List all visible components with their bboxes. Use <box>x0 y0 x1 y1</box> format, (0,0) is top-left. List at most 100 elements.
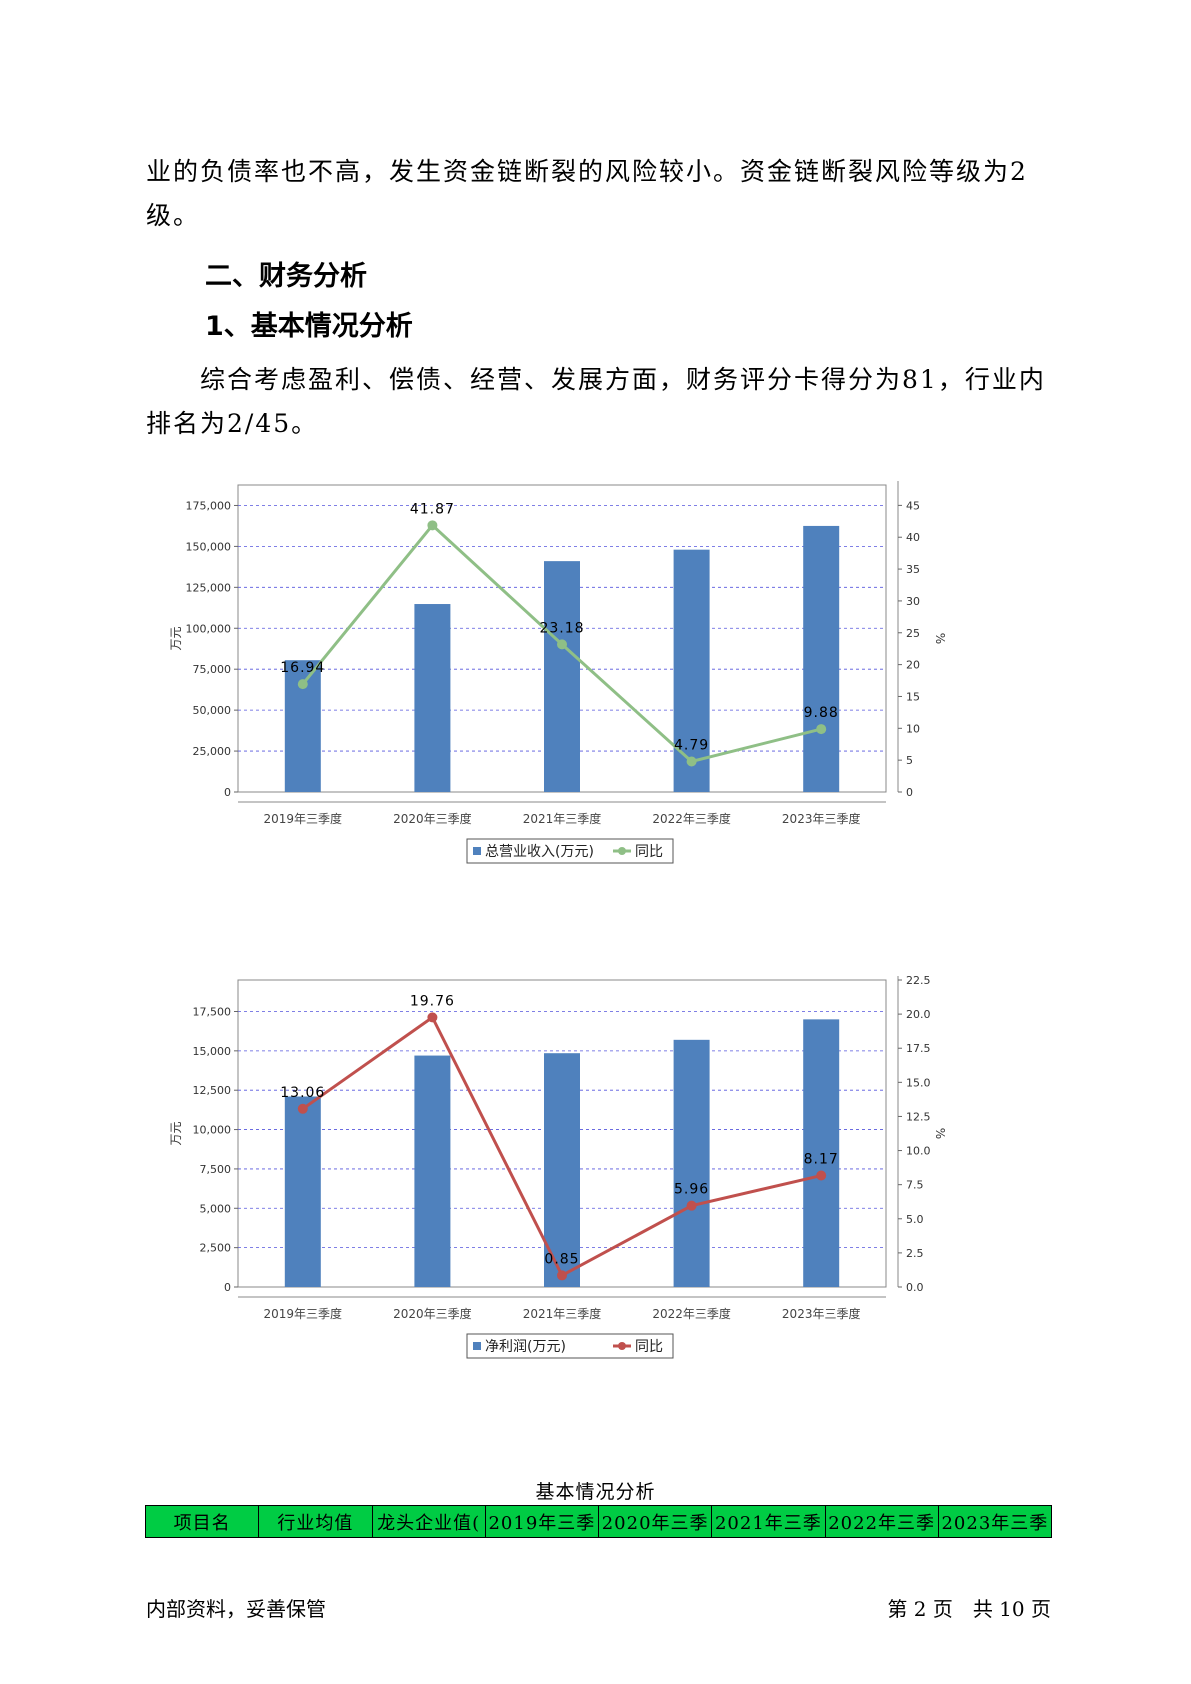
legend-bar-swatch <box>473 847 481 855</box>
header-cell-2019: 2019年三季 <box>484 1505 600 1538</box>
x-tick-label: 2022年三季度 <box>652 1306 731 1321</box>
y-tick-label: 25,000 <box>193 745 232 758</box>
legend-line-label: 同比 <box>635 844 663 860</box>
y-axis-label: 万元 <box>169 626 183 650</box>
header-cell-leader: 龙头企业值( <box>371 1505 486 1538</box>
legend-line-marker <box>618 1342 626 1350</box>
data-label: 4.79 <box>674 737 709 753</box>
data-label: 5.96 <box>674 1182 709 1198</box>
legend-box <box>466 838 674 864</box>
line-point <box>297 1103 308 1114</box>
y-tick-label: 75,000 <box>193 663 232 676</box>
y-tick-label: 175,000 <box>186 499 232 512</box>
legend-line-label: 同比 <box>635 1339 663 1355</box>
y2-tick-label: 30 <box>906 595 920 608</box>
paragraph-risk-summary: 业的负债率也不高，发生资金链断裂的风险较小。资金链断裂风险等级为2级。 <box>146 157 1028 230</box>
x-tick-label: 2023年三季度 <box>782 1306 861 1321</box>
table-title: 基本情况分析 <box>535 1481 656 1503</box>
header-cell-item: 项目名 <box>144 1505 260 1538</box>
y2-tick-label: 20 <box>906 659 920 672</box>
data-label: 23.18 <box>539 620 584 636</box>
y2-tick-label: 25 <box>906 627 920 640</box>
legend-bar-swatch <box>473 1342 481 1350</box>
bar <box>673 1039 710 1287</box>
bar <box>544 1053 580 1287</box>
line-point <box>816 724 827 735</box>
y2-tick-label: 5 <box>906 754 913 767</box>
table-header-row: 项目名 行业均值 龙头企业值( 2019年三季 2020年三季 2021年三季 … <box>144 1505 1053 1538</box>
line-point <box>686 756 697 767</box>
y2-tick-label: 2.5 <box>906 1247 924 1260</box>
y2-tick-label: 45 <box>906 499 920 512</box>
legend-box <box>466 1333 674 1359</box>
data-label: 8.17 <box>804 1152 839 1168</box>
paragraph-score-summary: 综合考虑盈利、偿债、经营、发展方面，财务评分卡得分为81，行业内排名为2/45。 <box>146 365 1046 438</box>
y-tick-label: 0 <box>224 1281 231 1294</box>
data-label: 9.88 <box>804 705 839 721</box>
footer-confidential: 内部资料，妥善保管 <box>146 1597 326 1621</box>
x-tick-label: 2020年三季度 <box>393 811 472 826</box>
y-tick-label: 17,500 <box>193 1005 232 1018</box>
header-cell-industry-avg: 行业均值 <box>258 1505 373 1538</box>
header-cell-2022: 2022年三季 <box>824 1505 939 1538</box>
x-tick-label: 2021年三季度 <box>523 811 602 826</box>
bar <box>673 549 710 792</box>
data-label: 19.76 <box>410 993 455 1009</box>
header-cell-2023: 2023年三季 <box>937 1505 1053 1538</box>
x-tick-label: 2021年三季度 <box>523 1306 602 1321</box>
bar <box>414 1055 451 1287</box>
legend-line-marker <box>618 847 626 855</box>
legend-bar-label: 净利润(万元) <box>485 1339 566 1355</box>
revenue-chart: 总营业收入025,00050,00075,000100,000125,00015… <box>169 481 947 864</box>
net-profit-chart: 净利润02,5005,0007,50010,00012,50015,00017,… <box>169 974 947 1359</box>
x-tick-label: 2020年三季度 <box>393 1306 472 1321</box>
y-tick-label: 7,500 <box>200 1163 232 1176</box>
y-tick-label: 10,000 <box>193 1124 232 1137</box>
line-point <box>297 679 308 690</box>
y-axis-label: 万元 <box>169 1121 183 1145</box>
y2-tick-label: 20.0 <box>906 1008 931 1021</box>
bar <box>803 525 840 792</box>
data-label: 13.06 <box>280 1085 325 1101</box>
y2-tick-label: 5.0 <box>906 1213 924 1226</box>
bar <box>414 604 451 792</box>
y-tick-label: 2,500 <box>200 1242 232 1255</box>
subsection-heading-basic-analysis: 1、基本情况分析 <box>205 311 413 342</box>
line-point <box>557 639 567 650</box>
y2-tick-label: 22.5 <box>906 974 931 987</box>
section-heading-financial-analysis: 二、财务分析 <box>205 261 367 292</box>
y2-tick-label: 0 <box>906 786 913 799</box>
y2-tick-label: 10 <box>906 722 920 735</box>
data-label: 0.85 <box>544 1251 579 1267</box>
line-point <box>816 1170 827 1181</box>
bar <box>544 561 580 792</box>
y-tick-label: 100,000 <box>186 622 232 635</box>
y2-tick-label: 15 <box>906 690 920 703</box>
y-tick-label: 0 <box>224 786 231 799</box>
bar <box>803 1019 840 1287</box>
x-tick-label: 2019年三季度 <box>264 811 343 826</box>
y2-tick-label: 40 <box>906 531 920 544</box>
line-point <box>427 1012 438 1023</box>
data-label: 41.87 <box>410 501 455 517</box>
y2-axis-label: % <box>933 633 947 644</box>
header-cell-2021: 2021年三季 <box>711 1505 826 1538</box>
y2-tick-label: 7.5 <box>906 1179 924 1192</box>
basic-analysis-table: 项目名 行业均值 龙头企业值( 2019年三季 2020年三季 2021年三季 … <box>144 1505 1053 1538</box>
y-tick-label: 150,000 <box>186 540 232 553</box>
y2-tick-label: 35 <box>906 563 920 576</box>
x-tick-label: 2019年三季度 <box>264 1306 343 1321</box>
line-point <box>686 1200 697 1211</box>
y2-tick-label: 15.0 <box>906 1076 931 1089</box>
x-tick-label: 2022年三季度 <box>652 811 731 826</box>
y-tick-label: 12,500 <box>193 1084 232 1097</box>
line-point <box>427 520 438 531</box>
line-point <box>557 1270 567 1281</box>
footer-page-number: 第 2 页 共 10 页 <box>887 1597 1051 1621</box>
y2-tick-label: 10.0 <box>906 1145 931 1158</box>
y-tick-label: 50,000 <box>193 704 232 717</box>
legend-bar-label: 总营业收入(万元) <box>485 844 594 860</box>
bar <box>284 1096 321 1287</box>
y-tick-label: 125,000 <box>186 581 232 594</box>
y2-axis-label: % <box>933 1128 947 1139</box>
